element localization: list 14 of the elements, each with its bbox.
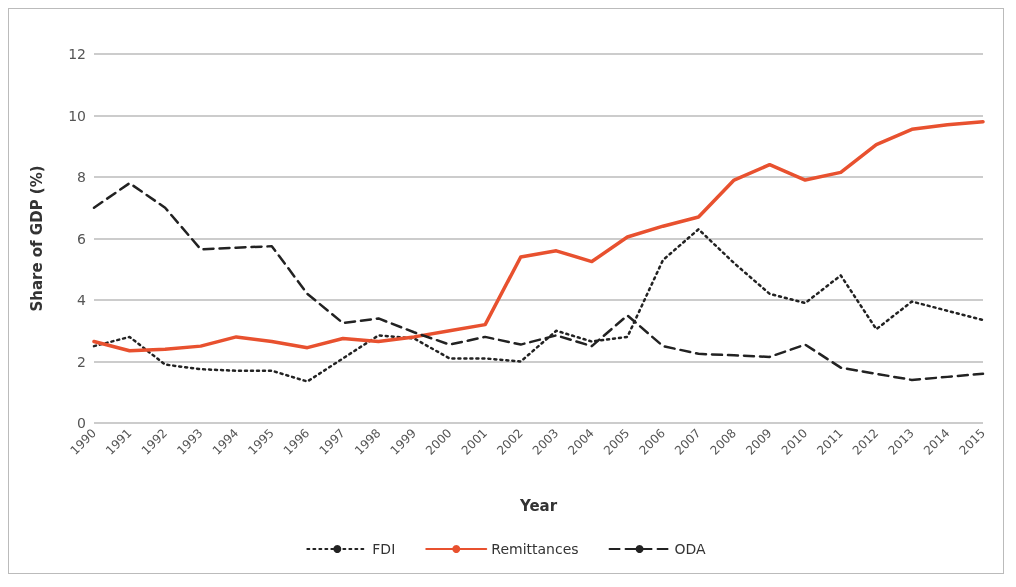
legend-label: FDI [372,541,396,557]
y-tick-label: 12 [68,46,86,62]
y-tick-label: 8 [77,169,86,185]
line-series [92,181,985,382]
legend-label: ODA [674,541,707,557]
y-tick-label: 6 [77,230,87,247]
y-tick-label: 2 [77,353,86,370]
y-tick-label: 0 [77,415,86,431]
legend-label: Remittances [491,541,579,557]
y-tick-label: 10 [68,107,86,124]
y-tick-label: 4 [77,292,87,308]
line-series [92,119,985,353]
x-axis-title: Year [518,496,558,515]
y-axis-title: Share of GDP (%) [27,165,46,312]
